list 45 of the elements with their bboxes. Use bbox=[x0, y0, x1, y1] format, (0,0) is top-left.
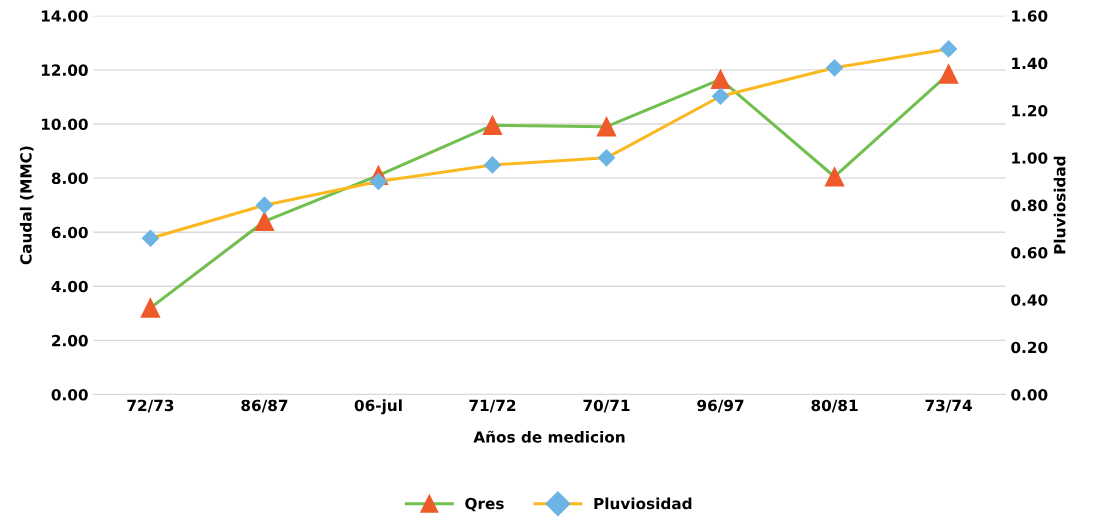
y-tick-label: 2.00 bbox=[52, 334, 88, 347]
point bbox=[710, 69, 731, 90]
y2-tick-label: 0.60 bbox=[1011, 246, 1048, 259]
y-tick-label: 10.00 bbox=[41, 118, 88, 131]
x-tick-label: 86/87 bbox=[241, 399, 288, 413]
point bbox=[596, 116, 617, 137]
point bbox=[711, 87, 730, 105]
legend-label: Pluviosidad bbox=[594, 497, 692, 510]
point bbox=[255, 196, 273, 214]
y2-tick-label: 1.40 bbox=[1012, 57, 1048, 70]
point bbox=[482, 115, 503, 136]
x-tick-label: 73/74 bbox=[925, 399, 972, 413]
x-tick-label: 96/97 bbox=[697, 399, 744, 413]
y2-tick-label: 1.20 bbox=[1012, 104, 1048, 117]
point bbox=[824, 167, 845, 187]
y-axis-title: Caudal (MMC) bbox=[19, 146, 34, 265]
y-tick-label: 14.00 bbox=[41, 10, 88, 22]
point bbox=[254, 211, 275, 232]
point bbox=[140, 298, 161, 318]
y2-tick-label: 0.40 bbox=[1011, 294, 1048, 306]
point bbox=[483, 156, 502, 174]
y-tick-label: 4.00 bbox=[51, 280, 88, 293]
y-tick-label: 8.00 bbox=[51, 172, 88, 185]
y2-tick-label: 0.80 bbox=[1011, 199, 1048, 212]
point bbox=[938, 64, 959, 84]
point bbox=[940, 40, 958, 58]
y-tick-label: 6.00 bbox=[51, 226, 88, 239]
legend-label: Qres bbox=[465, 497, 504, 512]
x-axis-title: Años de medicion bbox=[473, 430, 625, 443]
y2-tick-label: 1.60 bbox=[1012, 10, 1048, 22]
y2-tick-label: 1.00 bbox=[1012, 152, 1048, 164]
x-tick-label: 72/73 bbox=[127, 399, 174, 413]
point bbox=[597, 149, 616, 167]
point bbox=[141, 229, 159, 247]
x-tick-label: 71/72 bbox=[469, 399, 516, 413]
y2-tick-label: 0.20 bbox=[1011, 341, 1048, 354]
y2-axis-title: Pluviosidad bbox=[1053, 156, 1066, 254]
point bbox=[369, 172, 388, 191]
y-tick-label: 12.00 bbox=[41, 64, 88, 76]
y2-tick-label: 0.00 bbox=[1011, 388, 1048, 401]
x-tick-label: 80/81 bbox=[811, 399, 858, 413]
x-tick-label: 70/71 bbox=[583, 399, 630, 413]
y-tick-label: 0.00 bbox=[51, 388, 88, 401]
point bbox=[826, 59, 844, 77]
x-tick-label: 06-jul bbox=[354, 399, 402, 415]
